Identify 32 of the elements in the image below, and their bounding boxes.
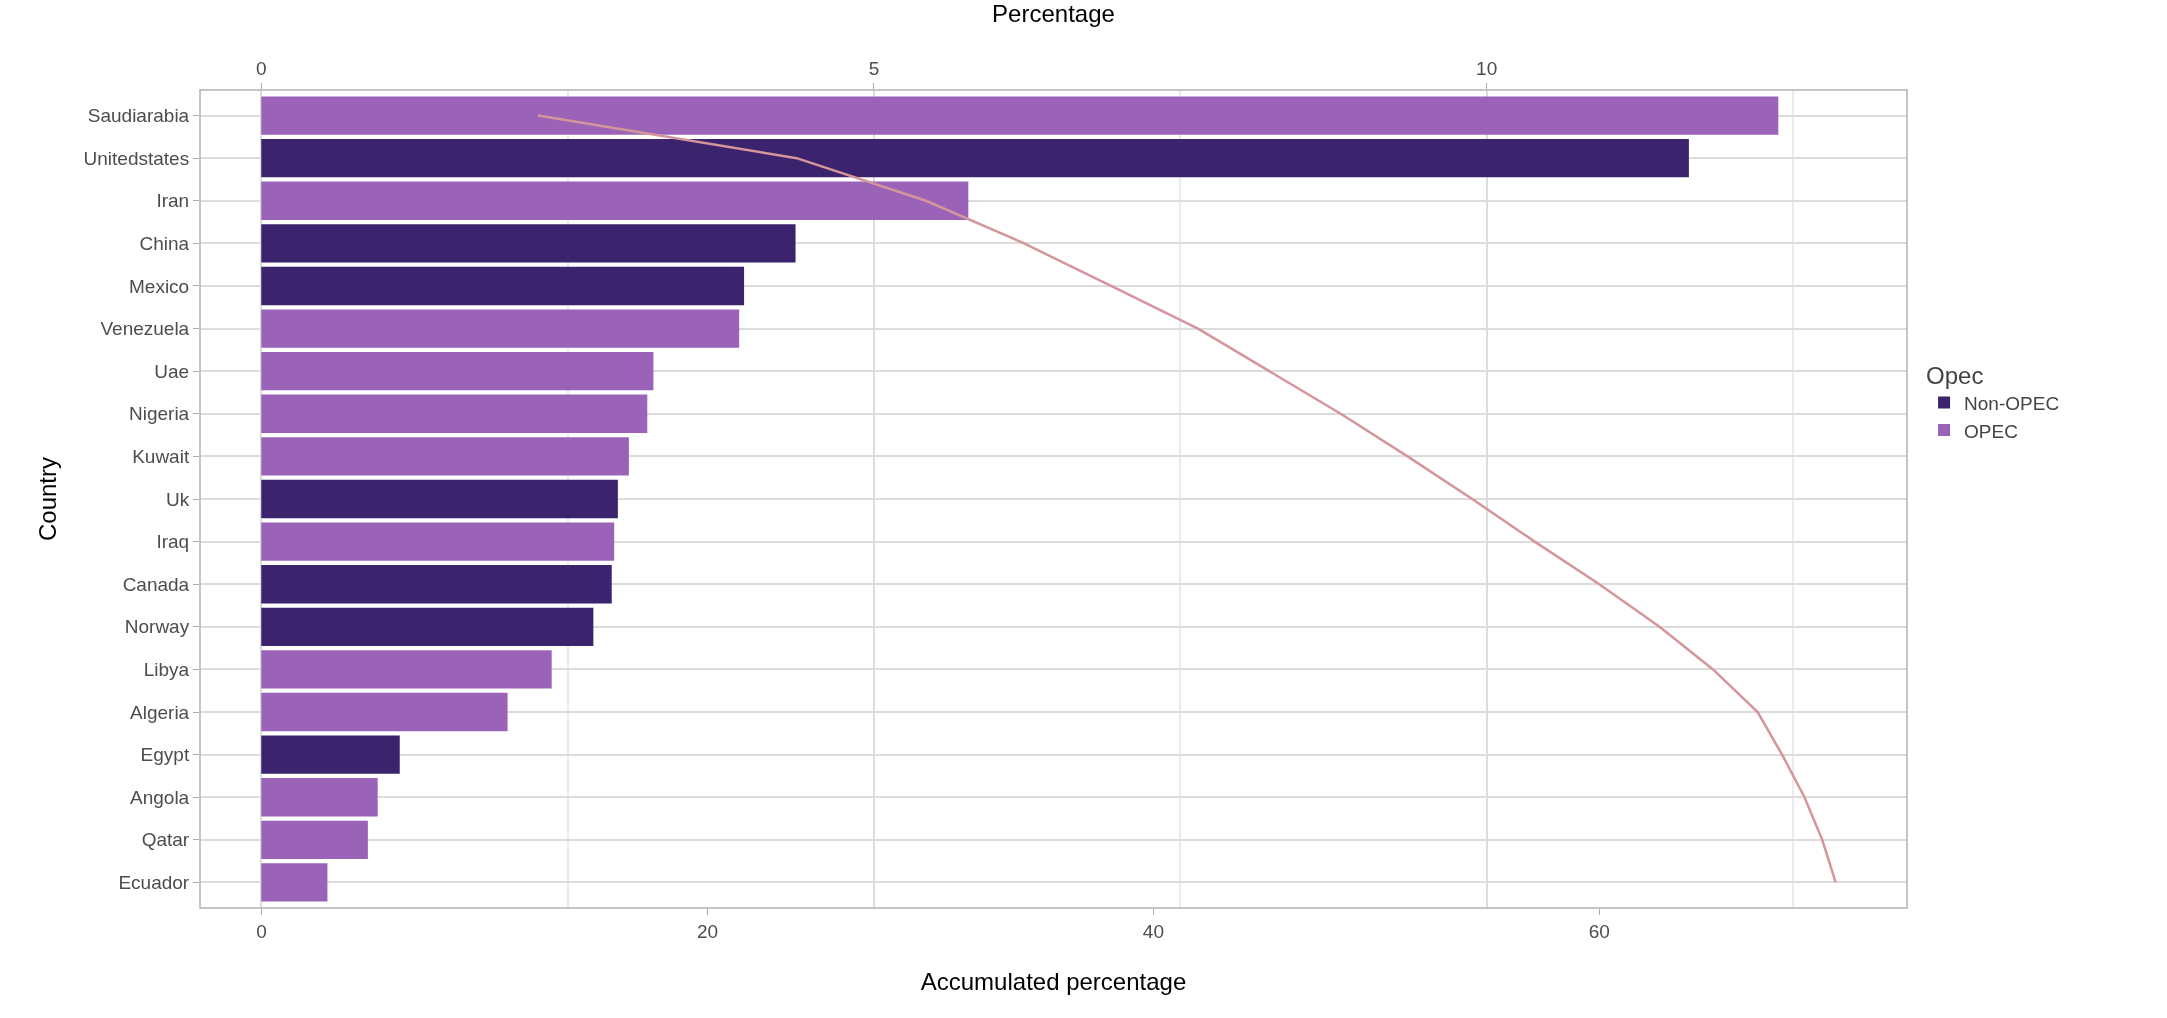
y-tick-label: Mexico <box>129 275 190 297</box>
legend-label: Non-OPEC <box>1964 392 2060 414</box>
legend-title: Opec <box>1926 361 1984 389</box>
y-tick-label: Canada <box>122 573 190 595</box>
y-tick-label: Iran <box>156 190 190 212</box>
x2-tick-label: 0 <box>255 58 267 80</box>
y-tick-label: Uk <box>165 488 190 510</box>
y-tick-label: Libya <box>143 659 190 681</box>
y-tick-label: Nigeria <box>129 403 190 425</box>
x-tick-label: 60 <box>1588 920 1610 942</box>
x2-axis-title: Percentage <box>992 0 1115 27</box>
y-tick-label: Iraq <box>156 531 190 553</box>
x-axis-title: Accumulated percentage <box>920 968 1187 995</box>
y-tick-label: Algeria <box>130 701 190 723</box>
y-tick-label: Venezuela <box>100 318 190 340</box>
legend-label: OPEC <box>1964 420 2018 442</box>
y-tick-label: Qatar <box>141 829 190 851</box>
y-tick-label: Norway <box>124 616 190 638</box>
x2-tick-label: 10 <box>1476 58 1498 80</box>
y-tick-label: Saudiarabia <box>87 105 190 127</box>
y-tick-label: Unitedstates <box>83 147 190 169</box>
y-tick-label: Ecuador <box>118 872 190 894</box>
y-tick-label: Kuwait <box>132 446 190 468</box>
x-tick-label: 20 <box>696 920 719 942</box>
x-tick-label: 40 <box>1142 920 1164 942</box>
y-tick-label: Uae <box>154 360 190 382</box>
x2-tick-label: 5 <box>868 58 880 80</box>
y-tick-label: China <box>139 233 190 255</box>
y-axis-title: Country <box>33 456 61 542</box>
x-tick-label: 0 <box>256 920 267 942</box>
y-tick-label: Angola <box>130 786 190 808</box>
y-tick-label: Egypt <box>140 744 190 766</box>
